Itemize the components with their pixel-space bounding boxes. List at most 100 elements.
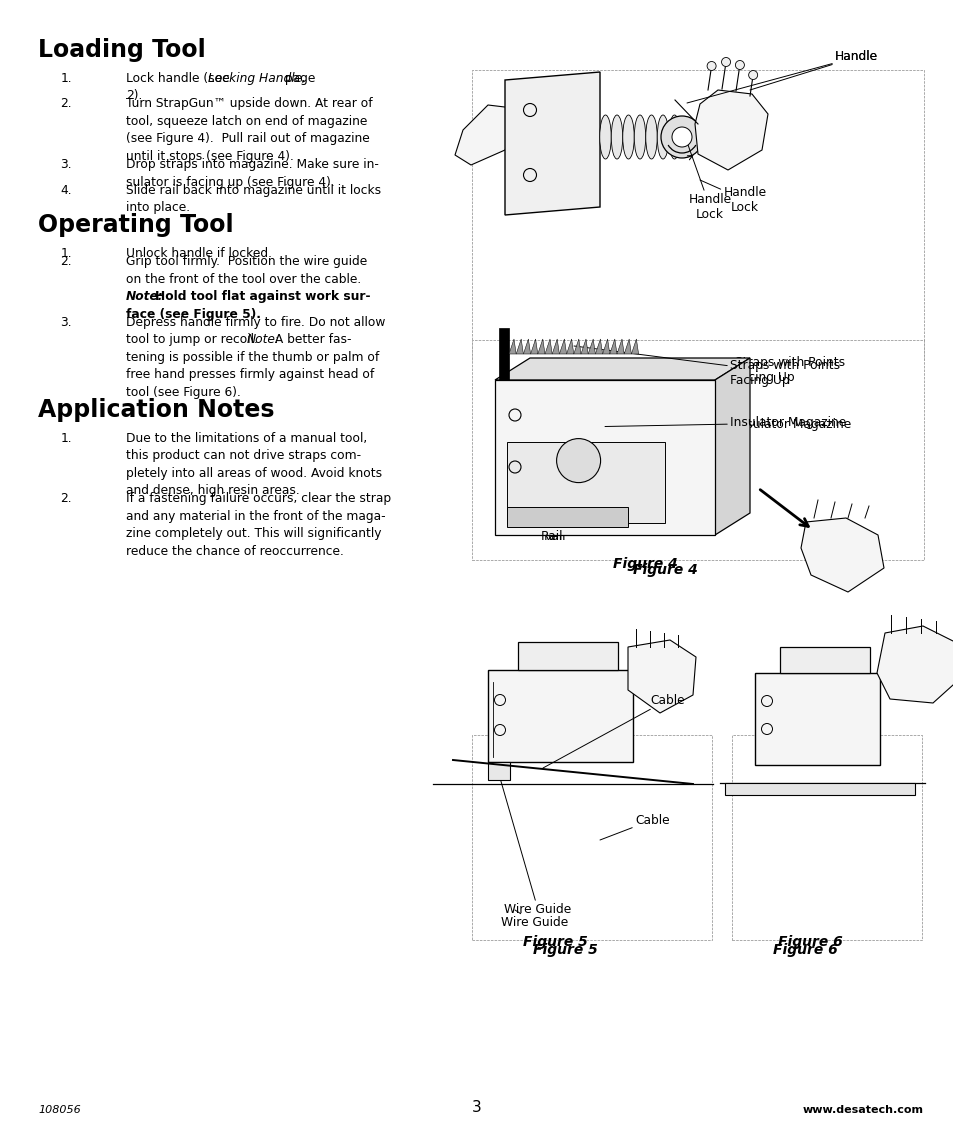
Text: tool, squeeze latch on end of magazine: tool, squeeze latch on end of magazine xyxy=(126,114,367,128)
Polygon shape xyxy=(617,339,623,354)
Ellipse shape xyxy=(634,114,645,159)
Text: (see Figure 4).  Pull rail out of magazine: (see Figure 4). Pull rail out of magazin… xyxy=(126,133,370,145)
Polygon shape xyxy=(537,339,544,354)
Text: Unlock handle if locked.: Unlock handle if locked. xyxy=(126,247,272,260)
Text: this product can not drive straps com-: this product can not drive straps com- xyxy=(126,449,361,463)
Text: reduce the chance of reoccurrence.: reduce the chance of reoccurrence. xyxy=(126,545,343,558)
Polygon shape xyxy=(495,380,714,535)
Text: Hold tool flat against work sur-: Hold tool flat against work sur- xyxy=(155,290,370,303)
Polygon shape xyxy=(509,339,516,354)
Text: Slide rail back into magazine until it locks: Slide rail back into magazine until it l… xyxy=(126,183,381,197)
Ellipse shape xyxy=(622,114,634,159)
Text: Lock handle (see: Lock handle (see xyxy=(126,72,233,85)
Text: 1.: 1. xyxy=(60,432,71,444)
Text: Due to the limitations of a manual tool,: Due to the limitations of a manual tool, xyxy=(126,432,367,444)
Text: Figure 5: Figure 5 xyxy=(532,943,597,957)
Ellipse shape xyxy=(611,114,622,159)
Text: and any material in the front of the maga-: and any material in the front of the mag… xyxy=(126,510,385,523)
Text: Figure 3: Figure 3 xyxy=(632,363,697,377)
Ellipse shape xyxy=(668,114,679,159)
Text: Note:: Note: xyxy=(126,290,164,303)
Text: Straps with Points
Facing Up: Straps with Points Facing Up xyxy=(599,356,844,390)
Text: Handle: Handle xyxy=(749,50,877,90)
Text: A better fas-: A better fas- xyxy=(271,333,352,346)
Text: on the front of the tool over the cable.: on the front of the tool over the cable. xyxy=(126,273,361,286)
Polygon shape xyxy=(566,339,573,354)
Text: Operating Tool: Operating Tool xyxy=(38,213,233,237)
Polygon shape xyxy=(558,339,566,354)
Ellipse shape xyxy=(657,114,668,159)
Text: Cable: Cable xyxy=(599,813,669,840)
Text: Insulator Magazine: Insulator Magazine xyxy=(604,417,845,429)
Circle shape xyxy=(748,71,757,79)
Text: 1.: 1. xyxy=(60,247,71,260)
Text: tool (see Figure 6).: tool (see Figure 6). xyxy=(126,386,240,398)
Text: Insulator Magazine: Insulator Magazine xyxy=(679,419,850,432)
Text: Cable: Cable xyxy=(542,694,684,768)
Text: Turn StrapGun™ upside down. At rear of: Turn StrapGun™ upside down. At rear of xyxy=(126,97,373,110)
Bar xyxy=(780,647,869,673)
Bar xyxy=(472,70,923,360)
Polygon shape xyxy=(544,339,552,354)
Polygon shape xyxy=(631,339,638,354)
Circle shape xyxy=(660,116,702,158)
Text: 4.: 4. xyxy=(60,183,71,197)
Text: into place.: into place. xyxy=(126,202,190,214)
Text: 1.: 1. xyxy=(60,72,71,85)
Polygon shape xyxy=(801,518,883,592)
Polygon shape xyxy=(495,358,749,380)
Text: Drop straps into magazine. Make sure in-: Drop straps into magazine. Make sure in- xyxy=(126,158,378,171)
Text: Wire Guide: Wire Guide xyxy=(497,771,571,916)
Polygon shape xyxy=(602,339,609,354)
Ellipse shape xyxy=(645,114,657,159)
Circle shape xyxy=(720,57,730,66)
Text: until it stops (see Figure 4).: until it stops (see Figure 4). xyxy=(126,150,294,163)
Text: Rail: Rail xyxy=(543,520,569,544)
Text: Figure 3: Figure 3 xyxy=(629,362,694,376)
Text: www.desatech.com: www.desatech.com xyxy=(802,1105,923,1115)
Text: 2.: 2. xyxy=(60,492,71,505)
Text: 3: 3 xyxy=(472,1100,481,1115)
Text: Locking Handle,: Locking Handle, xyxy=(208,72,306,85)
Circle shape xyxy=(556,439,600,482)
Text: Figure 6: Figure 6 xyxy=(777,935,841,949)
Text: 2.: 2. xyxy=(60,97,71,110)
Polygon shape xyxy=(455,105,517,165)
Bar xyxy=(498,327,509,380)
Polygon shape xyxy=(552,339,558,354)
Text: 3.: 3. xyxy=(60,316,71,329)
Polygon shape xyxy=(627,640,696,713)
Polygon shape xyxy=(504,72,599,215)
Text: tening is possible if the thumb or palm of: tening is possible if the thumb or palm … xyxy=(126,350,379,364)
Bar xyxy=(472,735,711,940)
Polygon shape xyxy=(876,626,953,703)
Text: Rail: Rail xyxy=(540,518,562,543)
Text: Depress handle firmly to fire. Do not allow: Depress handle firmly to fire. Do not al… xyxy=(126,316,385,329)
Text: If a fastening failure occurs, clear the strap: If a fastening failure occurs, clear the… xyxy=(126,492,391,505)
Polygon shape xyxy=(609,339,617,354)
Text: Figure 4: Figure 4 xyxy=(632,563,697,577)
Text: Note:: Note: xyxy=(247,333,280,346)
Text: Figure 4: Figure 4 xyxy=(612,556,677,571)
Bar xyxy=(506,442,664,523)
Text: page: page xyxy=(280,72,314,85)
Polygon shape xyxy=(623,339,631,354)
Bar xyxy=(488,763,510,780)
Text: Figure 5: Figure 5 xyxy=(522,935,587,949)
Bar xyxy=(724,783,914,795)
Text: free hand presses firmly against head of: free hand presses firmly against head of xyxy=(126,369,374,381)
Text: Handle
Lock: Handle Lock xyxy=(700,180,766,214)
Polygon shape xyxy=(595,339,602,354)
Text: Application Notes: Application Notes xyxy=(38,398,274,423)
Bar xyxy=(517,642,618,670)
Bar xyxy=(472,340,923,560)
Bar xyxy=(754,673,879,765)
Text: face (see Figure 5).: face (see Figure 5). xyxy=(126,308,261,321)
Bar xyxy=(506,507,627,527)
Text: Handle
Lock: Handle Lock xyxy=(686,142,731,221)
Polygon shape xyxy=(523,339,530,354)
Text: 2.: 2. xyxy=(60,255,71,268)
Text: and dense, high resin areas.: and dense, high resin areas. xyxy=(126,484,299,497)
Text: Wire Guide: Wire Guide xyxy=(501,910,568,930)
Text: zine completely out. This will significantly: zine completely out. This will significa… xyxy=(126,528,381,540)
